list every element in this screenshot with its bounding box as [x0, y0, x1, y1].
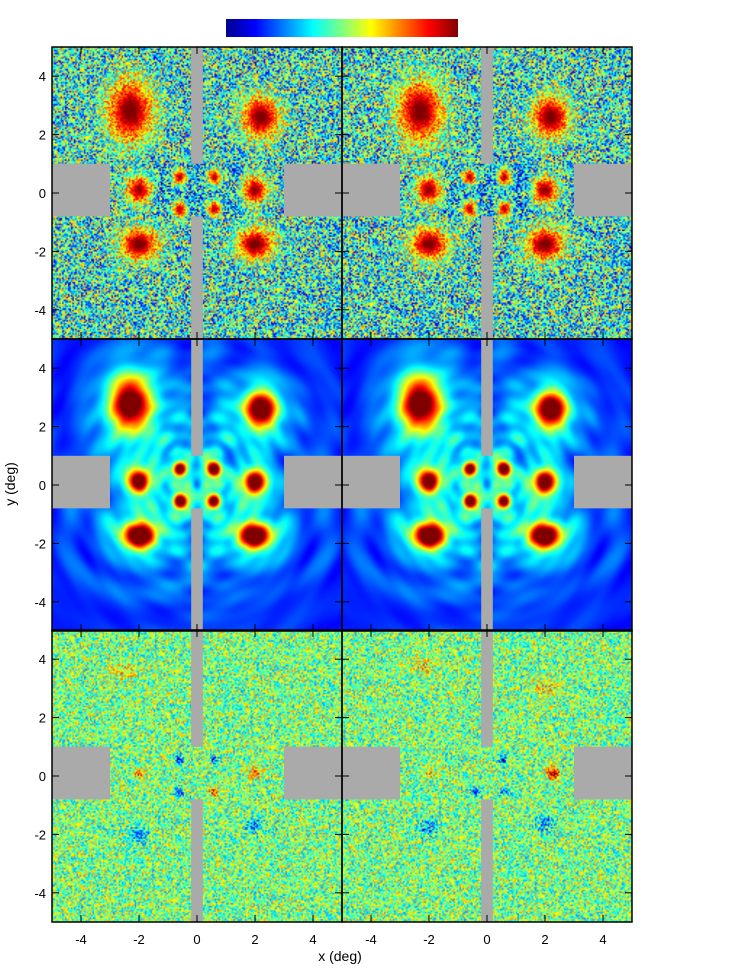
panel-frame	[341, 629, 633, 923]
mask-region	[52, 746, 110, 800]
mask-region	[481, 799, 493, 922]
mask-region	[52, 163, 110, 217]
x-tick-label: 2	[541, 932, 548, 947]
mask-region	[574, 746, 632, 800]
x-tick-label: -4	[75, 932, 87, 947]
y-axis-label: y (deg)	[2, 462, 18, 506]
mask-region	[191, 339, 203, 456]
x-tick-label: -4	[365, 932, 377, 947]
y-tick-label: 2	[39, 420, 46, 435]
y-tick-label: 2	[39, 711, 46, 726]
x-tick-label: 0	[483, 932, 490, 947]
mask-region	[342, 746, 400, 800]
mask-region	[284, 746, 342, 800]
mask-region	[342, 455, 400, 509]
y-tick-label: -4	[34, 595, 46, 610]
y-tick-label: 4	[39, 69, 46, 84]
y-tick-label: 4	[39, 361, 46, 376]
y-tick-label: 0	[39, 478, 46, 493]
y-tick-label: 2	[39, 128, 46, 143]
y-tick-label: 0	[39, 769, 46, 784]
y-tick-label: -2	[34, 244, 46, 259]
x-tick-label: 4	[599, 932, 606, 947]
mask-region	[481, 47, 493, 164]
mask-region	[481, 216, 493, 339]
mask-region	[574, 163, 632, 217]
mask-region	[191, 216, 203, 339]
y-tick-label: -2	[34, 536, 46, 551]
y-tick-label: 4	[39, 652, 46, 667]
mask-region	[284, 455, 342, 509]
y-tick-label: -2	[34, 827, 46, 842]
mask-region	[481, 339, 493, 456]
x-tick-label: 2	[251, 932, 258, 947]
mask-region	[574, 455, 632, 509]
mask-region	[191, 508, 203, 631]
x-tick-label: 4	[309, 932, 316, 947]
y-tick-label: 0	[39, 186, 46, 201]
mask-region	[191, 799, 203, 922]
x-tick-label: 0	[193, 932, 200, 947]
mask-region	[284, 163, 342, 217]
colorbar	[226, 19, 458, 37]
mask-region	[481, 508, 493, 631]
x-tick-label: -2	[423, 932, 435, 947]
x-tick-label: -2	[133, 932, 145, 947]
mask-region	[191, 630, 203, 747]
mask-region	[191, 47, 203, 164]
y-tick-label: -4	[34, 303, 46, 318]
mask-region	[481, 630, 493, 747]
x-axis-label: x (deg)	[318, 948, 362, 964]
y-tick-label: -4	[34, 886, 46, 901]
mask-region	[342, 163, 400, 217]
panel-frame	[341, 338, 633, 632]
mask-region	[52, 455, 110, 509]
